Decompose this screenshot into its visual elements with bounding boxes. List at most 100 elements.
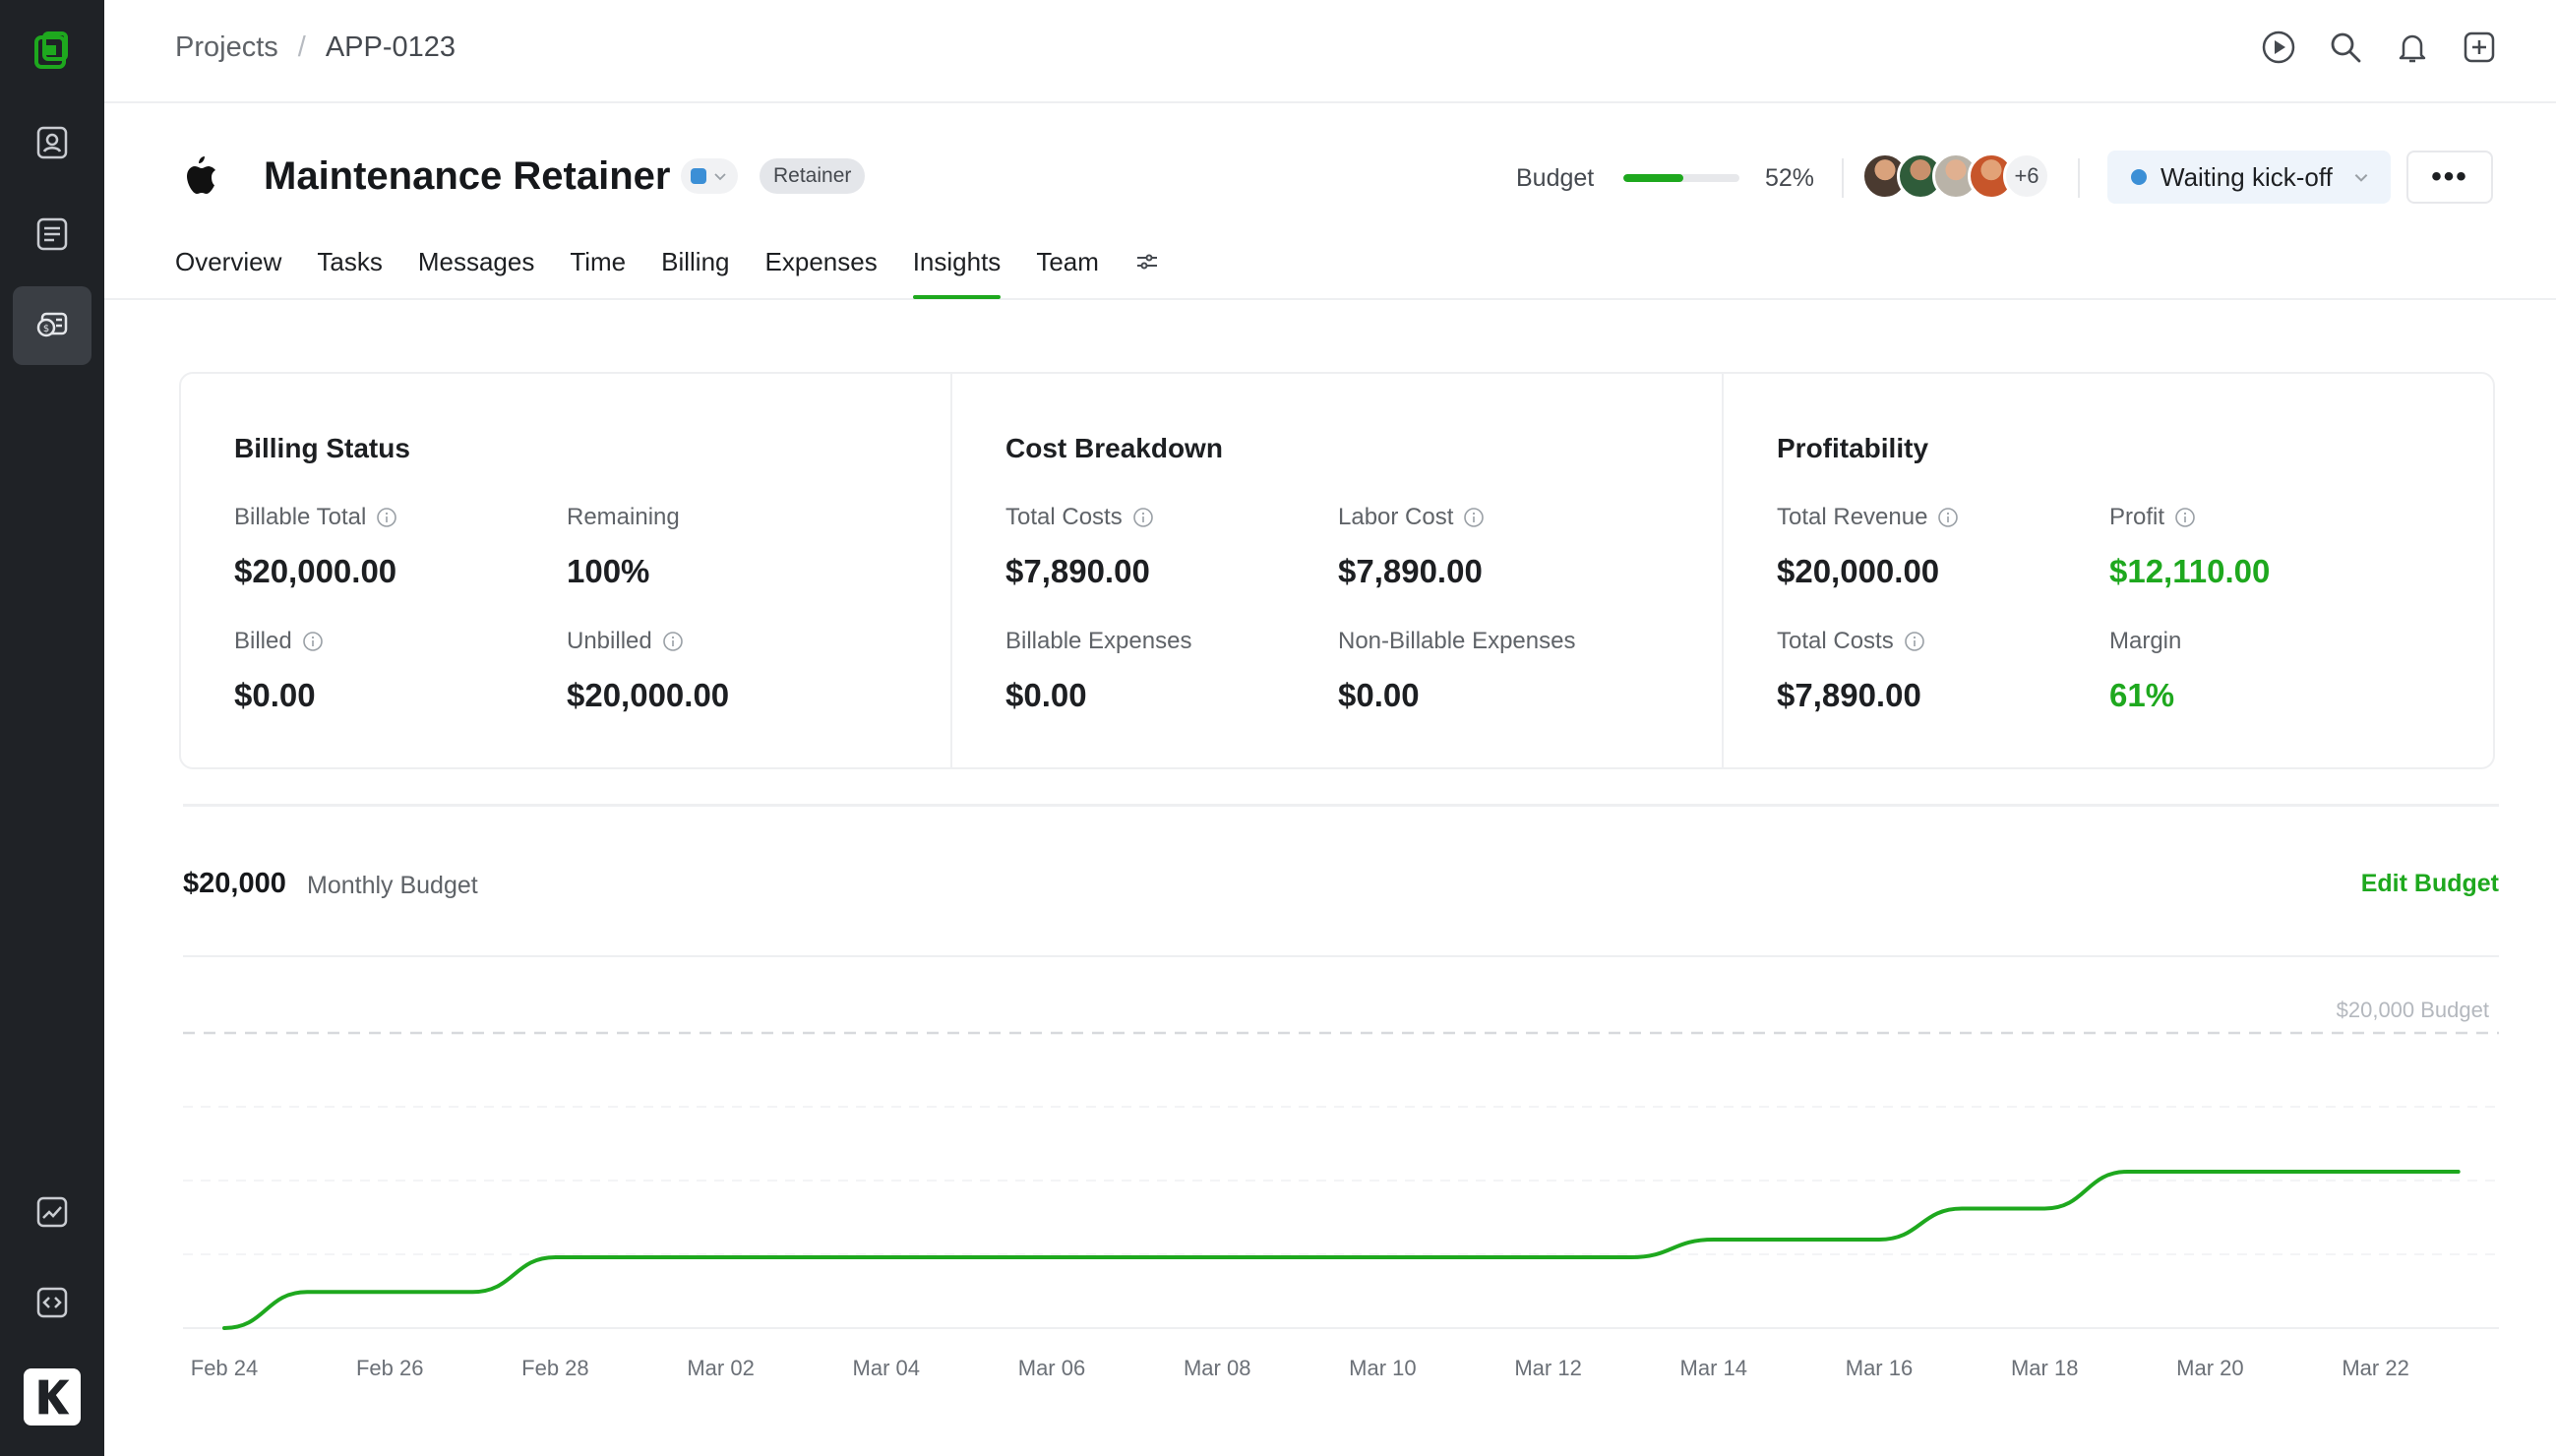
budget-progress-bar — [1623, 174, 1739, 182]
workspace-logo-icon — [24, 1368, 81, 1426]
app-logo-icon[interactable] — [13, 12, 91, 91]
status-dropdown[interactable]: Waiting kick-off — [2107, 151, 2391, 204]
breadcrumb-current: APP-0123 — [325, 31, 456, 63]
monthly-budget-value: $20,000 — [183, 868, 286, 899]
metric-value: $20,000.00 — [1777, 553, 1940, 589]
metric-value: 61% — [2109, 677, 2175, 713]
metric-remaining: Remaining 100% — [567, 504, 891, 590]
metric-profit: Profit $12,110.00 — [2109, 504, 2434, 590]
tab-billing[interactable]: Billing — [661, 247, 730, 276]
metric-label: Profit — [2109, 504, 2165, 530]
x-tick-label: Mar 18 — [2011, 1356, 2078, 1380]
tab-expenses[interactable]: Expenses — [764, 247, 878, 276]
sidebar-item-code[interactable] — [13, 1263, 91, 1342]
more-options-button[interactable]: ••• — [2406, 151, 2493, 204]
tab-messages[interactable]: Messages — [417, 247, 535, 276]
metric-billable-expenses: Billable Expenses $0.00 — [1005, 628, 1330, 714]
x-tick-label: Mar 08 — [1184, 1356, 1250, 1380]
info-icon[interactable] — [1132, 507, 1154, 528]
apple-logo-icon — [187, 156, 215, 194]
sidebar-item-documents[interactable] — [13, 195, 91, 273]
info-icon[interactable] — [662, 631, 684, 652]
x-tick-label: Mar 12 — [1514, 1356, 1581, 1380]
metric-label: Billable Total — [234, 504, 367, 530]
project-header: Maintenance Retainer Retainer Budget 52%… — [104, 103, 2556, 300]
metric-non-billable-expenses: Non-Billable Expenses $0.00 — [1338, 628, 1663, 714]
contact-card-icon — [36, 126, 68, 159]
budget-threshold-label: $20,000 Budget — [2337, 998, 2489, 1022]
avatar-more-count: +6 — [2003, 152, 2050, 200]
budget-percent: 52% — [1765, 164, 1815, 192]
x-tick-label: Mar 10 — [1349, 1356, 1416, 1380]
sidebar-item-workspace[interactable] — [13, 1358, 91, 1436]
breadcrumb-separator: / — [297, 31, 306, 63]
x-tick-label: Mar 04 — [853, 1356, 920, 1380]
metric-billable-total: Billable Total $20,000.00 — [234, 504, 559, 590]
customize-tabs-icon[interactable] — [1134, 249, 1160, 274]
metric-total-costs: Total Costs $7,890.00 — [1005, 504, 1330, 590]
tab-overview[interactable]: Overview — [175, 247, 282, 276]
project-color-picker[interactable] — [681, 158, 738, 194]
info-icon[interactable] — [1463, 507, 1485, 528]
metric-label: Non-Billable Expenses — [1338, 628, 1576, 654]
add-square-icon[interactable] — [2462, 30, 2497, 65]
metric-label: Total Revenue — [1777, 504, 1928, 530]
info-icon[interactable] — [1937, 507, 1959, 528]
status-dot — [2131, 169, 2147, 185]
info-icon[interactable] — [1904, 631, 1925, 652]
insights-stats-card: Billing Status Billable Total $20,000.00… — [179, 372, 2495, 769]
team-avatars[interactable]: +6 — [1861, 152, 2050, 200]
bell-icon[interactable] — [2395, 30, 2430, 65]
document-icon — [36, 217, 68, 251]
play-icon[interactable] — [2261, 30, 2296, 65]
metric-label: Total Costs — [1777, 628, 1894, 654]
metric-value: $0.00 — [1005, 677, 1087, 713]
tab-time[interactable]: Time — [570, 247, 627, 276]
x-tick-label: Mar 22 — [2342, 1356, 2408, 1380]
breadcrumb-projects[interactable]: Projects — [175, 31, 278, 63]
code-icon — [36, 1287, 68, 1318]
section-title: Cost Breakdown — [1005, 433, 1223, 463]
sidebar-item-finance[interactable]: $ — [13, 286, 91, 365]
chart-separator — [183, 804, 2499, 807]
sidebar-item-contacts[interactable] — [13, 103, 91, 182]
metric-margin: Margin 61% — [2109, 628, 2434, 714]
metric-label: Remaining — [567, 504, 680, 530]
header-divider — [1842, 158, 1844, 198]
tab-insights[interactable]: Insights — [912, 247, 1001, 299]
metric-value: $20,000.00 — [234, 553, 397, 589]
search-icon[interactable] — [2328, 30, 2363, 65]
metric-label: Billed — [234, 628, 292, 654]
chart-icon — [36, 1196, 68, 1228]
project-tabs: Overview Tasks Messages Time Billing Exp… — [175, 247, 1160, 299]
budget-burn-chart: $20,000 Budget Feb 24 Feb 26 Feb 28 Mar 02 Ma… — [183, 955, 2499, 1380]
info-icon[interactable] — [302, 631, 324, 652]
info-icon[interactable] — [376, 507, 397, 528]
tab-tasks[interactable]: Tasks — [317, 247, 383, 276]
x-tick-label: Mar 06 — [1018, 1356, 1085, 1380]
sidebar-item-reports[interactable] — [13, 1173, 91, 1251]
sidebar: $ — [0, 0, 104, 1456]
tab-team[interactable]: Team — [1036, 247, 1099, 276]
metric-value: $7,890.00 — [1777, 677, 1921, 713]
project-type-badge: Retainer — [760, 158, 866, 194]
metric-value: 100% — [567, 553, 650, 589]
status-label: Waiting kick-off — [2160, 161, 2333, 192]
budget-burn-line — [222, 1170, 2461, 1330]
metric-billed: Billed $0.00 — [234, 628, 559, 714]
section-title: Profitability — [1777, 433, 1929, 463]
metric-label: Unbilled — [567, 628, 652, 654]
info-icon[interactable] — [2174, 507, 2196, 528]
metric-value: $0.00 — [1338, 677, 1420, 713]
metric-value: $20,000.00 — [567, 677, 730, 713]
topbar-icons — [2261, 30, 2497, 65]
budget-label: Budget — [1516, 164, 1595, 192]
x-tick-label: Mar 16 — [1846, 1356, 1913, 1380]
cost-breakdown-section: Cost Breakdown Total Costs $7,890.00 Lab… — [952, 374, 1724, 767]
metric-value: $7,890.00 — [1005, 553, 1150, 589]
monthly-budget-label: Monthly Budget — [307, 872, 478, 899]
edit-budget-button[interactable]: Edit Budget — [2360, 870, 2499, 897]
budget-progress-fill — [1623, 174, 1684, 182]
chevron-down-icon — [2354, 174, 2368, 182]
metric-total-costs: Total Costs $7,890.00 — [1777, 628, 2101, 714]
